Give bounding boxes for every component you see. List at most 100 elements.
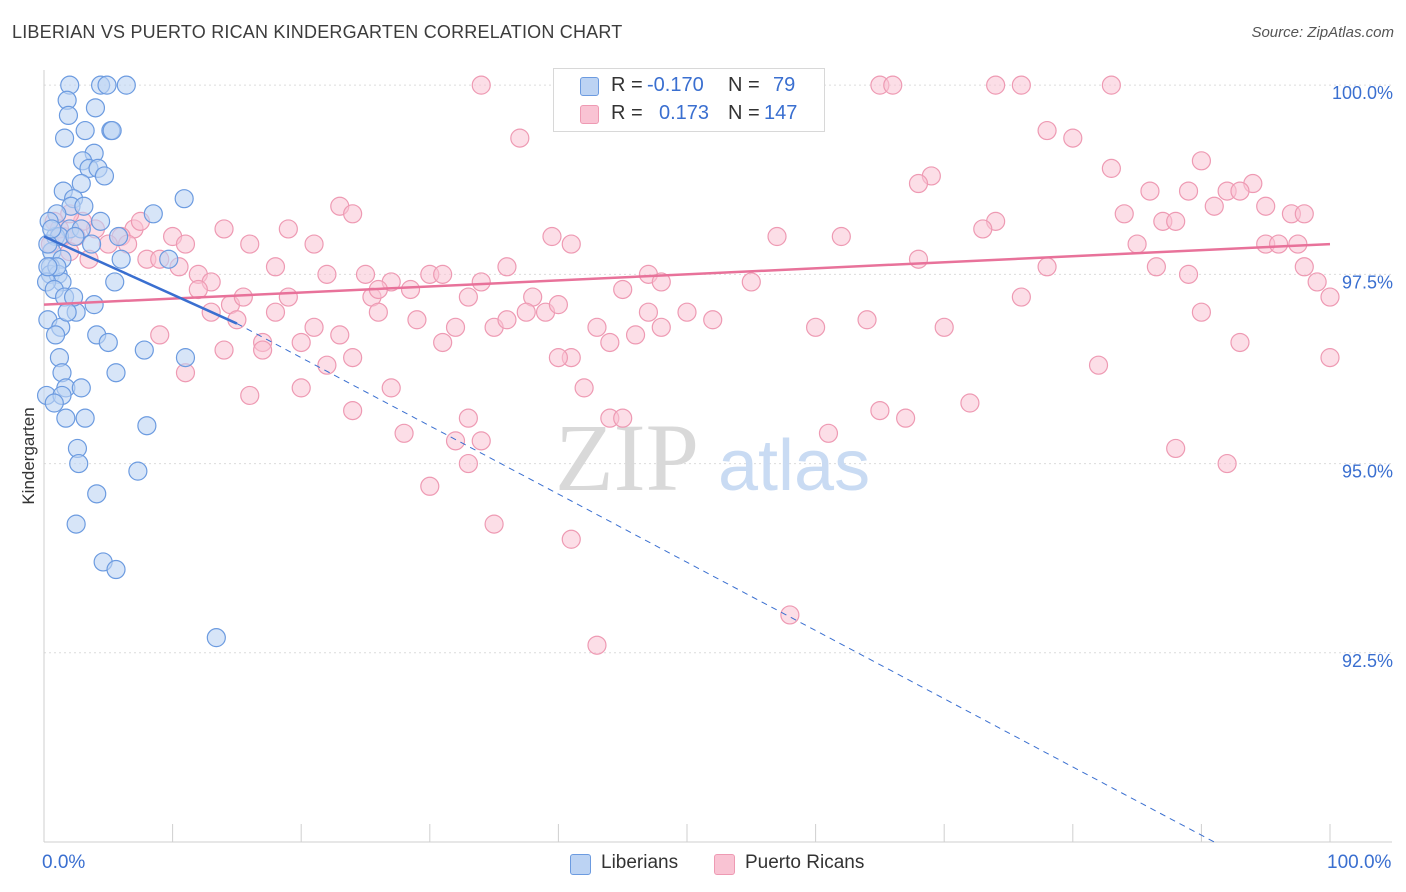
liberian-point — [87, 484, 107, 504]
puerto-rican-point — [677, 302, 697, 322]
puerto-rican-point — [1101, 158, 1121, 178]
watermark-atlas: atlas — [718, 426, 870, 506]
puerto-rican-point — [471, 75, 491, 95]
liberian-point — [159, 249, 179, 269]
liberian-point — [111, 249, 131, 269]
puerto-rican-point — [355, 264, 376, 284]
puerto-rican-point — [188, 279, 208, 300]
axes — [43, 70, 1392, 843]
puerto-rican-point — [394, 423, 414, 443]
puerto-rican-point — [613, 408, 633, 428]
liberian-point — [84, 295, 104, 315]
puerto-rican-point — [870, 400, 890, 421]
puerto-rican-point — [934, 317, 954, 337]
puerto-rican-point — [420, 476, 440, 496]
puerto-rican-point — [1307, 272, 1327, 292]
liberian-points — [36, 75, 226, 648]
puerto-rican-point — [253, 340, 273, 360]
puerto-rican-point — [317, 355, 337, 375]
legend-r-label: R = — [611, 102, 643, 124]
liberian-point — [174, 189, 194, 209]
chart-title: LIBERIAN VS PUERTO RICAN KINDERGARTEN CO… — [12, 22, 623, 42]
puerto-rican-point — [317, 264, 337, 284]
liberian-point — [134, 340, 154, 360]
legend-r-value: -0.170 — [647, 74, 704, 96]
puerto-rican-point — [1230, 181, 1250, 201]
liberian-point — [106, 363, 126, 383]
legend-n-label: N = — [728, 102, 760, 124]
puerto-rican-point — [368, 302, 388, 322]
puerto-rican-point — [625, 325, 646, 345]
liberian-point — [90, 211, 111, 231]
puerto-rican-point — [214, 340, 234, 360]
liberian-point — [66, 514, 86, 534]
liberian-point — [175, 348, 196, 368]
puerto-rican-point — [883, 75, 903, 95]
liberian-point — [71, 173, 91, 194]
puerto-rican-point — [291, 378, 311, 398]
puerto-rican-point — [1011, 287, 1031, 307]
puerto-rican-point — [175, 234, 196, 254]
puerto-rican-point — [381, 378, 401, 398]
legend-r-label: R = — [611, 74, 643, 96]
puerto-rican-point — [1191, 302, 1212, 322]
puerto-rican-point — [973, 219, 993, 239]
liberian-point — [56, 408, 76, 428]
correlation-legend: R = -0.170 N = 79 R = 0.173 N = 147 — [553, 68, 825, 132]
puerto-rican-point — [407, 310, 427, 330]
puerto-rican-swatch — [580, 105, 599, 124]
liberian-point — [74, 196, 94, 216]
puerto-rican-point — [150, 325, 170, 345]
puerto-rican-point — [767, 226, 787, 247]
legend-r-value: 0.173 — [659, 102, 710, 124]
liberian-point — [54, 128, 75, 148]
puerto-rican-point — [542, 226, 562, 247]
liberian-swatch — [570, 854, 591, 875]
liberian-point — [45, 325, 66, 345]
puerto-rican-point — [1217, 453, 1237, 474]
puerto-rican-point — [458, 408, 478, 428]
bottom-legend-label: Puerto Ricans — [745, 852, 865, 873]
liberian-point — [85, 98, 106, 118]
liberian-swatch — [580, 77, 599, 96]
puerto-rican-point — [1127, 234, 1147, 254]
puerto-rican-point — [510, 128, 530, 148]
puerto-rican-point — [330, 325, 350, 345]
puerto-rican-point — [1037, 120, 1057, 141]
puerto-rican-point — [240, 234, 260, 254]
puerto-rican-point — [233, 287, 253, 307]
puerto-rican-point — [548, 348, 569, 368]
puerto-rican-point — [484, 514, 504, 534]
puerto-rican-point — [574, 378, 594, 398]
bottom-legend-label: Liberians — [601, 852, 679, 873]
puerto-rican-point — [741, 272, 761, 292]
puerto-rican-point — [278, 219, 298, 239]
puerto-rican-point — [651, 317, 671, 337]
puerto-rican-point — [908, 173, 929, 194]
liberian-point — [58, 105, 79, 126]
puerto-rican-point — [1101, 75, 1121, 95]
puerto-rican-point — [1166, 211, 1186, 231]
puerto-rican-point — [278, 287, 298, 307]
puerto-rican-point — [780, 605, 800, 625]
liberian-point — [128, 461, 148, 481]
puerto-rican-point — [497, 310, 517, 330]
liberian-point — [81, 234, 102, 254]
puerto-rican-point — [805, 317, 826, 337]
liberian-point — [71, 378, 91, 398]
puerto-rican-point — [214, 219, 234, 239]
puerto-rican-point — [497, 257, 517, 277]
puerto-rican-point — [587, 635, 607, 655]
puerto-rican-point — [1011, 75, 1031, 95]
puerto-rican-point — [458, 287, 478, 307]
puerto-rican-point — [600, 332, 620, 353]
liberian-point — [69, 453, 89, 474]
puerto-rican-point — [908, 249, 929, 269]
liberian-point — [98, 332, 118, 353]
puerto-rican-trend-line — [43, 242, 1331, 306]
puerto-rican-point — [1037, 257, 1057, 277]
x-tick-label-max: 100.0% — [1327, 852, 1392, 873]
puerto-rican-point — [561, 529, 581, 549]
y-tick-labels: 92.5% 95.0% 97.5% 100.0% — [1332, 83, 1393, 671]
